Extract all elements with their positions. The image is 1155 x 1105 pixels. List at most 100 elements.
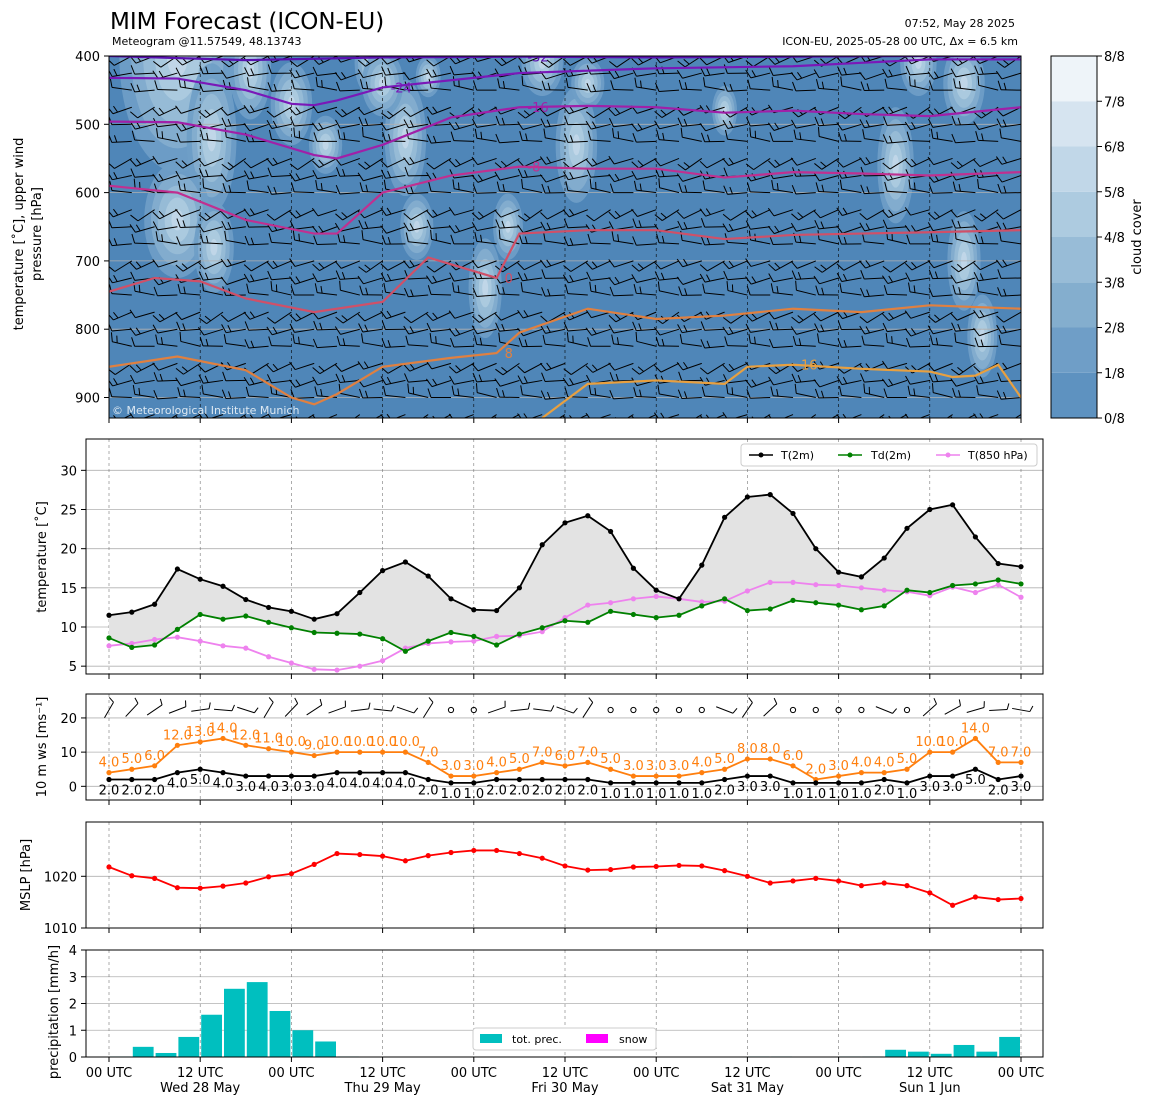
barb-shaft [214,709,232,711]
barb-flag [232,705,235,711]
mslp-point [266,874,271,879]
gust-label: 8.0 [760,742,781,757]
t850-point [1018,595,1023,600]
gust-point [106,770,111,775]
surface-barb [397,701,418,713]
surface-barb [989,703,1009,710]
barb-shaft [203,73,223,74]
ws-label: 4.0 [349,777,370,792]
barb-shaft [727,346,747,347]
ws-point [722,777,727,782]
gust-label: 14.0 [961,721,990,736]
mslp-point [243,880,248,885]
td2m-point [654,615,659,620]
wind-barb [85,218,109,231]
mslp-point [540,856,545,861]
mslp-point [289,871,294,876]
mslp-point [1018,896,1023,901]
mslp-point [517,851,522,856]
td2m-point [175,627,180,632]
barb-shaft [431,294,451,295]
barb-flag [268,697,274,702]
surface-barb [281,698,299,717]
gust-point [996,760,1001,765]
barb-flag [86,372,89,381]
colorbar-tick-label-7: 7/8 [1104,95,1125,110]
td2m-point [631,612,636,617]
gust-point [973,736,978,741]
t2m-point [699,563,704,568]
gust-point [334,750,339,755]
colorbar-tick-label-1: 1/8 [1104,367,1125,382]
td2m-point [312,630,317,635]
gust-point [859,770,864,775]
wind-barb [85,304,109,323]
barb-shaft [89,344,109,346]
t850-point [243,646,248,651]
wind-barb [84,202,109,221]
ytick-label-25: 25 [60,504,77,519]
td2m-point [790,598,795,603]
t850-point [289,660,294,665]
t850-point [996,582,1001,587]
figure-subtitle: Meteogram @11.57549, 48.13743 [112,35,302,48]
t2m-point [220,584,225,589]
legend-snow-label: snow [619,1033,647,1046]
barb-flag [318,699,323,705]
barb-shaft [169,707,186,713]
mslp-point [813,876,818,881]
barb-flag [528,703,531,709]
ws-point [517,777,522,782]
precip-bar [224,989,245,1057]
barb-shaft [773,244,793,245]
colorbar-band-2 [1051,282,1097,327]
gust-label: 6.0 [783,749,804,764]
gust-label: 6.0 [144,749,165,764]
barb-shaft [510,709,528,711]
t2m-point [904,526,909,531]
barb-shaft [613,89,633,90]
temperature-legend: T(2m) Td(2m) T(850 hPa) [741,444,1037,466]
gust-label: 3.0 [441,759,462,774]
colorbar-band-0 [1051,373,1097,418]
mslp-point [699,863,704,868]
barb-shaft [499,124,519,125]
gust-point [790,763,795,768]
isotherm-label--8: -8 [527,161,540,176]
t2m-point [790,511,795,516]
pressure-panel: 10101020 MSLP [hPa] [19,822,1043,937]
surface-barb [1012,703,1033,712]
ws-point [768,773,773,778]
surface-barb [578,698,594,718]
ws-label: 3.0 [281,780,302,795]
t850-point [494,634,499,639]
calm-marker [448,707,453,712]
ws-point [129,777,134,782]
barb-shaft [933,193,953,194]
gust-point [380,750,385,755]
colorbar-band-3 [1051,237,1097,282]
ytick-label-4: 4 [69,944,77,959]
ws-point [654,780,659,785]
colorbar-band-1 [1051,328,1097,373]
barb-shaft [910,141,930,142]
gust-point [904,767,909,772]
precip-bar [315,1041,336,1057]
wind-barb [86,286,109,296]
calm-marker [608,707,613,712]
t2m-point [768,492,773,497]
td2m-point [198,612,203,617]
barb-flag [792,419,800,428]
mslp-point [312,862,317,867]
isotherm-label-8: 8 [505,347,513,362]
ytick-label-500: 500 [75,118,100,133]
barb-flag [1030,706,1033,712]
mslp-point [175,885,180,890]
cloud-patch-13-5 [573,134,581,155]
t2m-point [631,566,636,571]
barb-flag [84,108,91,117]
ws-point [1018,773,1023,778]
legend-t850-label: T(850 hPa) [967,449,1028,462]
ytick-label-1020: 1020 [44,870,77,885]
wind-barb [84,64,109,79]
